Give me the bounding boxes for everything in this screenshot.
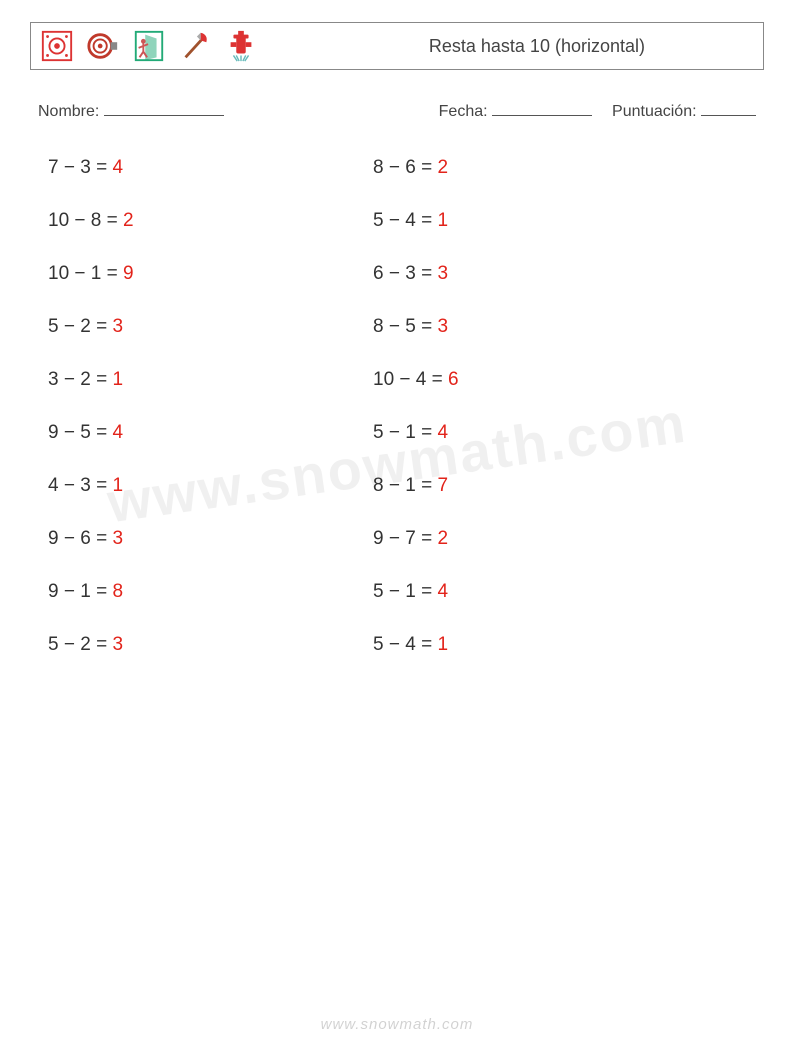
problem-item: 5 − 2 = 3 (48, 316, 373, 338)
problem-item: 6 − 3 = 3 (373, 263, 698, 285)
problem-answer: 9 (123, 263, 134, 284)
problem-item: 10 − 4 = 6 (373, 369, 698, 391)
problem-item: 9 − 7 = 2 (373, 528, 698, 550)
problem-expression: 8 − 1 = (373, 475, 437, 496)
problem-expression: 6 − 3 = (373, 263, 437, 284)
problem-expression: 8 − 5 = (373, 316, 437, 337)
icon-strip (39, 28, 259, 64)
problems-area: 7 − 3 = 4 10 − 8 = 2 10 − 1 = 9 5 − 2 = 3 3 … (30, 157, 764, 656)
problem-answer: 1 (112, 475, 123, 496)
problem-answer: 1 (437, 634, 448, 655)
name-field: Nombre: (38, 100, 224, 121)
header-box: Resta hasta 10 (horizontal) (30, 22, 764, 70)
problem-expression: 10 − 1 = (48, 263, 123, 284)
problem-answer: 3 (112, 316, 123, 337)
problem-item: 10 − 8 = 2 (48, 210, 373, 232)
problem-expression: 5 − 2 = (48, 634, 112, 655)
problem-expression: 5 − 2 = (48, 316, 112, 337)
problem-column-1: 7 − 3 = 4 10 − 8 = 2 10 − 1 = 9 5 − 2 = 3 3 … (48, 157, 373, 656)
problem-answer: 8 (112, 581, 123, 602)
problem-answer: 6 (448, 369, 459, 390)
problem-answer: 4 (112, 422, 123, 443)
problem-expression: 10 − 8 = (48, 210, 123, 231)
problem-expression: 8 − 6 = (373, 157, 437, 178)
problem-expression: 10 − 4 = (373, 369, 448, 390)
problem-item: 5 − 1 = 4 (373, 581, 698, 603)
date-field: Fecha: (439, 100, 592, 121)
problem-item: 5 − 4 = 1 (373, 210, 698, 232)
problem-answer: 4 (112, 157, 123, 178)
problem-expression: 9 − 1 = (48, 581, 112, 602)
exit-icon (131, 28, 167, 64)
fire-hydrant-icon (223, 28, 259, 64)
score-blank (701, 100, 756, 116)
problem-item: 5 − 2 = 3 (48, 634, 373, 656)
problem-answer: 3 (112, 634, 123, 655)
problem-expression: 5 − 1 = (373, 422, 437, 443)
problem-answer: 2 (437, 157, 448, 178)
problem-answer: 2 (437, 528, 448, 549)
name-blank (104, 100, 224, 116)
problem-item: 7 − 3 = 4 (48, 157, 373, 179)
problem-answer: 2 (123, 210, 134, 231)
problem-item: 9 − 6 = 3 (48, 528, 373, 550)
name-label: Nombre: (38, 103, 99, 120)
score-label: Puntuación: (612, 103, 697, 120)
problem-answer: 3 (437, 316, 448, 337)
problem-item: 3 − 2 = 1 (48, 369, 373, 391)
problem-expression: 9 − 7 = (373, 528, 437, 549)
worksheet-page: Resta hasta 10 (horizontal) Nombre: Fech… (0, 0, 794, 1053)
problem-expression: 5 − 1 = (373, 581, 437, 602)
problem-expression: 7 − 3 = (48, 157, 112, 178)
footer-url: www.snowmath.com (0, 1016, 794, 1033)
fire-alarm-icon (39, 28, 75, 64)
problem-answer: 3 (437, 263, 448, 284)
problem-item: 9 − 1 = 8 (48, 581, 373, 603)
problem-answer: 4 (437, 422, 448, 443)
fire-axe-icon (177, 28, 213, 64)
worksheet-title: Resta hasta 10 (horizontal) (429, 36, 645, 57)
problem-answer: 4 (437, 581, 448, 602)
problem-answer: 3 (112, 528, 123, 549)
date-label: Fecha: (439, 103, 488, 120)
problem-answer: 1 (437, 210, 448, 231)
problem-item: 5 − 1 = 4 (373, 422, 698, 444)
problem-expression: 9 − 6 = (48, 528, 112, 549)
problem-item: 10 − 1 = 9 (48, 263, 373, 285)
problem-item: 8 − 1 = 7 (373, 475, 698, 497)
problem-expression: 4 − 3 = (48, 475, 112, 496)
problem-item: 8 − 6 = 2 (373, 157, 698, 179)
problem-item: 4 − 3 = 1 (48, 475, 373, 497)
problem-item: 8 − 5 = 3 (373, 316, 698, 338)
problem-expression: 9 − 5 = (48, 422, 112, 443)
fire-hose-icon (85, 28, 121, 64)
problem-answer: 1 (112, 369, 123, 390)
problem-expression: 5 − 4 = (373, 634, 437, 655)
problem-expression: 5 − 4 = (373, 210, 437, 231)
problem-item: 9 − 5 = 4 (48, 422, 373, 444)
info-row: Nombre: Fecha: Puntuación: (30, 100, 764, 121)
score-field: Puntuación: (612, 100, 756, 121)
date-blank (492, 100, 592, 116)
problem-item: 5 − 4 = 1 (373, 634, 698, 656)
problem-answer: 7 (437, 475, 448, 496)
problem-column-2: 8 − 6 = 25 − 4 = 16 − 3 = 38 − 5 = 310 −… (373, 157, 698, 656)
problem-expression: 3 − 2 = (48, 369, 112, 390)
